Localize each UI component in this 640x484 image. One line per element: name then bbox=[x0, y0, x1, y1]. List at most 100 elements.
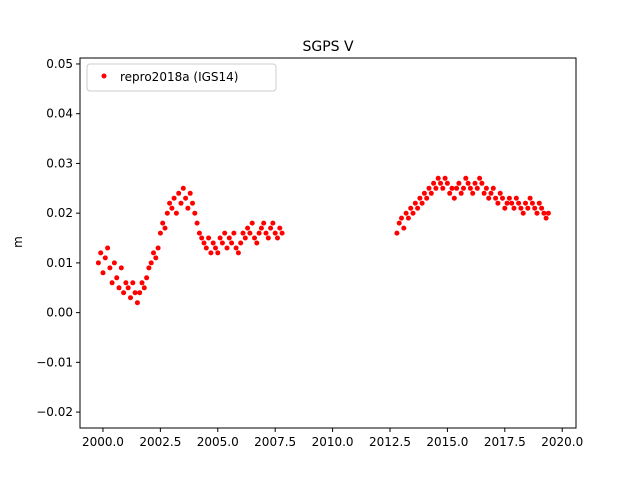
data-points bbox=[95, 175, 551, 306]
data-point bbox=[518, 205, 524, 211]
data-point bbox=[160, 220, 166, 226]
data-point bbox=[196, 230, 202, 236]
data-point bbox=[203, 245, 209, 251]
data-point bbox=[162, 225, 168, 231]
data-point bbox=[151, 250, 156, 256]
x-tick-label: 2007.5 bbox=[254, 435, 296, 449]
data-point bbox=[183, 195, 189, 201]
data-point bbox=[95, 260, 101, 266]
data-point bbox=[435, 175, 441, 181]
data-point bbox=[433, 185, 439, 191]
data-point bbox=[105, 245, 111, 251]
y-axis-label: m bbox=[11, 236, 25, 248]
data-point bbox=[201, 240, 207, 246]
data-point bbox=[440, 185, 446, 191]
data-point bbox=[235, 250, 241, 256]
data-point bbox=[467, 185, 473, 191]
plot-area-frame bbox=[79, 57, 577, 429]
data-point bbox=[254, 240, 260, 246]
chart-title: SGPS V bbox=[302, 39, 354, 55]
data-point bbox=[272, 230, 278, 236]
data-point bbox=[268, 225, 274, 231]
data-point bbox=[261, 220, 267, 226]
legend-label: repro2018a (IGS14) bbox=[120, 70, 238, 84]
data-point bbox=[527, 195, 533, 201]
data-point bbox=[169, 205, 175, 211]
data-point bbox=[178, 200, 184, 206]
data-point bbox=[139, 280, 145, 286]
data-point bbox=[192, 210, 198, 216]
data-point bbox=[447, 190, 453, 196]
data-point bbox=[543, 215, 549, 221]
data-point bbox=[394, 230, 400, 236]
data-point bbox=[252, 235, 257, 241]
data-point bbox=[415, 205, 421, 211]
x-axis-ticks: 2000.0 2002.5 2005.0 2007.5 2010.0 2012.5 2015… bbox=[82, 428, 583, 449]
data-point bbox=[454, 185, 460, 191]
data-point bbox=[114, 275, 120, 281]
data-point bbox=[490, 185, 496, 191]
data-point bbox=[472, 180, 478, 186]
data-point bbox=[194, 220, 200, 226]
data-point bbox=[545, 210, 551, 216]
data-point bbox=[424, 195, 430, 201]
data-point bbox=[109, 280, 115, 286]
data-point bbox=[525, 205, 531, 211]
data-point bbox=[428, 190, 434, 196]
data-point bbox=[153, 255, 159, 261]
data-point bbox=[541, 210, 547, 216]
data-point bbox=[529, 200, 535, 206]
data-point bbox=[185, 205, 191, 211]
data-point bbox=[520, 210, 526, 216]
data-point bbox=[190, 200, 195, 206]
data-point bbox=[403, 210, 409, 216]
data-point bbox=[107, 265, 113, 271]
data-point bbox=[504, 200, 510, 206]
data-point bbox=[410, 210, 416, 216]
data-point bbox=[412, 200, 418, 206]
legend: repro2018a (IGS14) bbox=[86, 63, 277, 92]
data-point bbox=[249, 220, 255, 226]
data-point bbox=[506, 195, 512, 201]
data-point bbox=[130, 280, 136, 286]
y-tick-label: 0.01 bbox=[46, 256, 73, 270]
data-point bbox=[123, 280, 129, 286]
y-tick-label: −0.02 bbox=[36, 405, 73, 419]
data-point bbox=[215, 250, 221, 256]
x-tick-label: 2002.5 bbox=[139, 435, 181, 449]
data-point bbox=[442, 175, 448, 181]
data-point bbox=[431, 180, 437, 186]
data-point bbox=[426, 185, 432, 191]
data-point bbox=[421, 190, 427, 196]
data-point bbox=[247, 230, 253, 236]
data-point bbox=[500, 195, 505, 201]
data-point bbox=[463, 175, 469, 181]
data-point bbox=[173, 210, 179, 216]
data-point bbox=[137, 290, 143, 296]
y-axis-ticks: −0.02 −0.01 0.00 0.01 0.02 0.03 0.04 0.05 bbox=[36, 57, 80, 419]
data-point bbox=[419, 200, 425, 206]
data-point bbox=[536, 200, 542, 206]
y-tick-label: 0.00 bbox=[46, 306, 73, 320]
data-point bbox=[256, 230, 262, 236]
data-point bbox=[213, 245, 218, 251]
data-point bbox=[534, 210, 540, 216]
data-point bbox=[176, 190, 182, 196]
data-point bbox=[458, 190, 464, 196]
y-tick-label: 0.03 bbox=[46, 156, 73, 170]
x-tick-label: 2000.0 bbox=[82, 435, 124, 449]
data-point bbox=[134, 300, 140, 306]
data-point bbox=[171, 195, 177, 201]
data-point bbox=[132, 290, 138, 296]
data-point bbox=[206, 235, 212, 241]
data-point bbox=[125, 285, 131, 291]
y-tick-label: 0.04 bbox=[46, 107, 73, 121]
data-point bbox=[98, 250, 104, 256]
data-point bbox=[401, 225, 407, 231]
data-point bbox=[199, 235, 205, 241]
data-point bbox=[128, 295, 133, 301]
data-point bbox=[279, 230, 285, 236]
data-point bbox=[217, 235, 223, 241]
data-point bbox=[275, 235, 280, 241]
